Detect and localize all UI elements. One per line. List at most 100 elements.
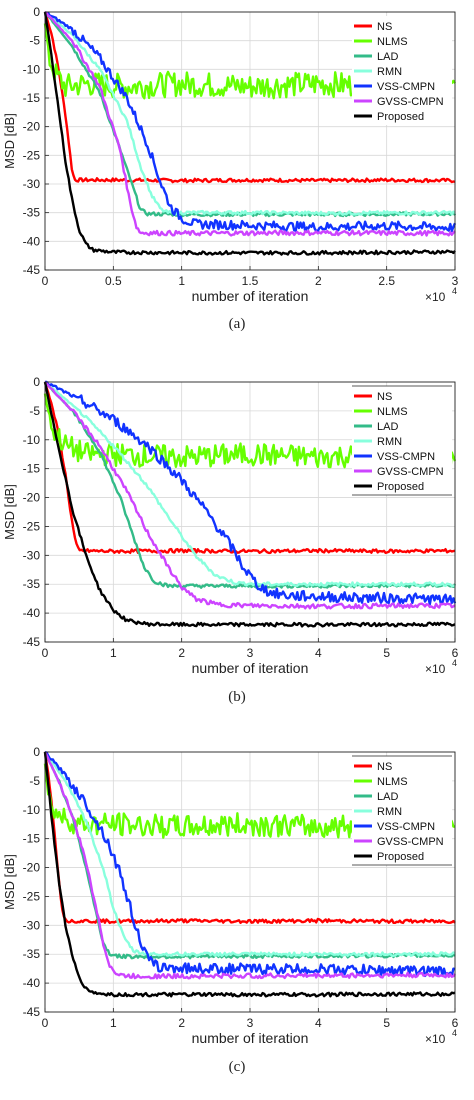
y-tick-label: -10	[23, 803, 41, 817]
legend-label: LAD	[377, 791, 398, 803]
series-line-ns	[43, 11, 456, 184]
y-tick-label: -15	[23, 462, 41, 476]
legend-label: VSS-CMPN	[377, 821, 435, 833]
y-tick-label: -20	[23, 491, 41, 505]
series-line-vss-cmpn	[44, 10, 457, 233]
y-tick-label: 0	[33, 745, 40, 759]
series-line-gvss-cmpn	[43, 751, 456, 980]
legend-label: Proposed	[377, 851, 424, 863]
x-tick-label: 2	[315, 274, 322, 288]
y-tick-label: -5	[29, 34, 40, 48]
legend-label: LAD	[377, 51, 398, 63]
x-tick-label: 1	[178, 274, 185, 288]
series-line-ns	[43, 381, 456, 555]
y-tick-label: 0	[33, 375, 40, 389]
axes-frame	[44, 381, 456, 643]
x-tick-label: 0.5	[105, 274, 122, 288]
y-tick-label: -25	[23, 148, 41, 162]
y-tick-label: -15	[23, 832, 41, 846]
y-axis-label: MSD [dB]	[2, 113, 17, 169]
y-tick-label: -10	[23, 62, 41, 76]
x-tick-label: 5	[383, 1016, 390, 1030]
legend-label: NLMS	[377, 36, 408, 48]
panel-caption: (c)	[229, 1059, 246, 1075]
panel-caption: (a)	[229, 316, 246, 332]
x-multiplier: ×10	[425, 290, 446, 304]
panel-caption: (b)	[228, 689, 246, 705]
legend-label: NS	[377, 761, 392, 773]
legend-label: GVSS-CMPN	[377, 466, 444, 478]
x-tick-label: 1.5	[242, 274, 259, 288]
y-tick-label: -20	[23, 861, 41, 875]
x-tick-label: 5	[383, 646, 390, 660]
legend-label: RMN	[377, 66, 402, 78]
x-axis-label: number of iteration	[192, 1030, 309, 1046]
x-tick-label: 4	[315, 646, 322, 660]
x-axis-label: number of iteration	[192, 288, 309, 304]
x-tick-label: 2.5	[378, 274, 395, 288]
legend-label: Proposed	[377, 481, 424, 493]
y-tick-label: -30	[23, 918, 41, 932]
y-tick-label: -10	[23, 433, 41, 447]
x-multiplier: ×10	[425, 662, 446, 676]
y-tick-label: -15	[23, 91, 41, 105]
x-multiplier: ×10	[425, 1032, 446, 1046]
y-tick-label: 0	[33, 5, 40, 19]
y-tick-label: -30	[23, 177, 41, 191]
y-tick-label: -40	[23, 606, 41, 620]
y-axis-label: MSD [dB]	[2, 484, 17, 540]
legend-label: NS	[377, 21, 392, 33]
y-tick-label: -5	[29, 404, 40, 418]
x-tick-label: 1	[110, 646, 117, 660]
y-tick-label: -20	[23, 120, 41, 134]
legend-label: RMN	[377, 806, 402, 818]
x-tick-label: 0	[42, 1016, 49, 1030]
series-line-gvss-cmpn	[44, 10, 456, 237]
legend-label: LAD	[377, 421, 398, 433]
x-tick-label: 0	[42, 274, 49, 288]
y-tick-label: -45	[23, 1005, 41, 1019]
series-line-rmn	[44, 380, 456, 588]
series-line-proposed	[43, 751, 456, 998]
series-line-rmn	[43, 751, 456, 958]
x-tick-label: 6	[452, 1016, 459, 1030]
legend: NS NLMS LAD RMN VSS-CMPN GVSS-CMPN Proposed	[352, 385, 452, 496]
legend-label: NLMS	[377, 776, 408, 788]
x-tick-label: 2	[178, 646, 185, 660]
x-multiplier-exponent: 4	[452, 286, 457, 296]
y-tick-label: -35	[23, 947, 41, 961]
series-line-proposed	[43, 381, 456, 628]
series-line-rmn	[44, 10, 456, 217]
x-multiplier-exponent: 4	[452, 658, 457, 668]
x-axis-label: number of iteration	[192, 660, 309, 676]
x-tick-label: 4	[315, 1016, 322, 1030]
series-line-lad	[44, 381, 457, 589]
y-tick-label: -25	[23, 519, 41, 533]
y-tick-label: -30	[23, 548, 41, 562]
series-line-gvss-cmpn	[44, 381, 456, 610]
y-tick-label: -35	[23, 577, 41, 591]
chart-panel-b: 0 1 2 3 4 5 6 0 -5 -10 -15 -20 -25 -30 -35 -40 -45 NS NLMS…	[2, 375, 459, 705]
y-axis-label: MSD [dB]	[2, 854, 17, 910]
chart-panel-a: 0 0.5 1 1.5 2 2.5 3 0 -5 -10 -15 -20 -25 -30 -35 -40 -45…	[2, 5, 459, 332]
legend-label: VSS-CMPN	[377, 81, 435, 93]
y-tick-label: -40	[23, 234, 41, 248]
series-line-ns	[43, 751, 456, 925]
y-tick-label: -45	[23, 263, 41, 277]
y-tick-label: -25	[23, 889, 41, 903]
x-multiplier-exponent: 4	[452, 1028, 457, 1038]
legend-label: GVSS-CMPN	[377, 96, 444, 108]
y-tick-label: -40	[23, 976, 41, 990]
axes-frame	[44, 11, 456, 271]
x-tick-label: 3	[452, 274, 459, 288]
legend-label: NLMS	[377, 406, 408, 418]
x-tick-label: 2	[178, 1016, 185, 1030]
x-tick-label: 3	[247, 646, 254, 660]
legend-label: GVSS-CMPN	[377, 836, 444, 848]
legend: NS NLMS LAD RMN VSS-CMPN GVSS-CMPN Proposed	[352, 755, 452, 866]
series-line-vss-cmpn	[44, 750, 456, 978]
x-tick-label: 3	[247, 1016, 254, 1030]
legend-label: RMN	[377, 436, 402, 448]
series-line-vss-cmpn	[45, 380, 457, 606]
